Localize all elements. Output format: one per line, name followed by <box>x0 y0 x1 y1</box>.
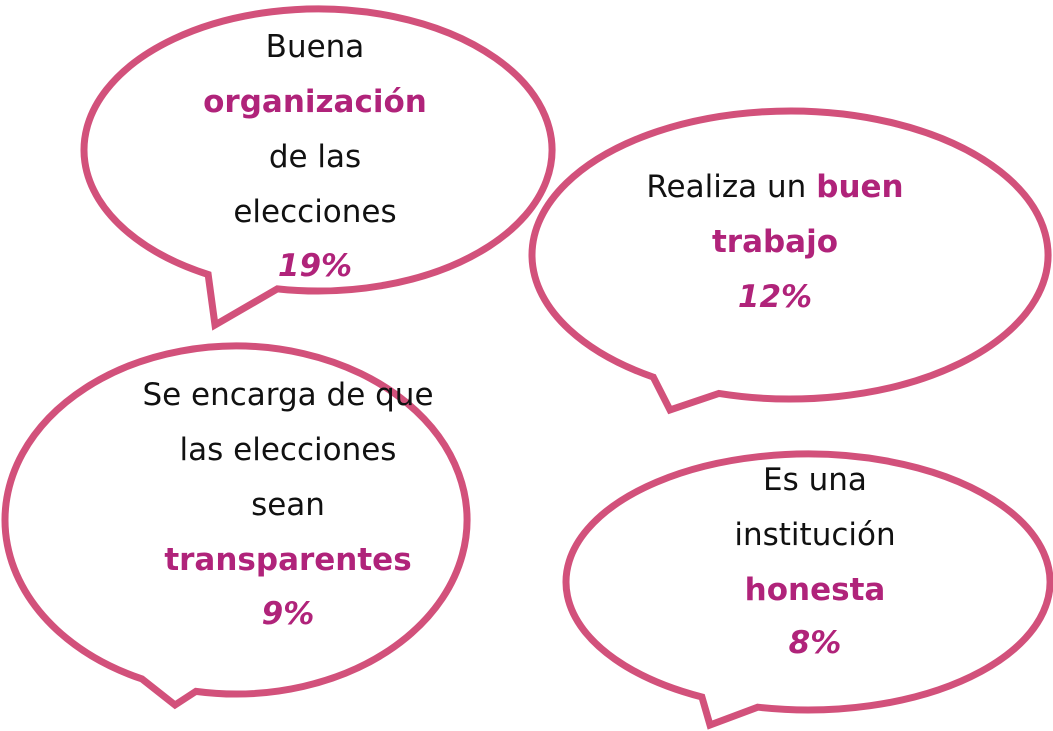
text-line: Se encarga de que <box>142 377 433 413</box>
text-line: Buena <box>266 29 365 65</box>
text-part: buen <box>816 169 903 205</box>
text-line: las elecciones <box>180 432 397 468</box>
percent: 8% <box>789 625 842 661</box>
text-line: de las <box>269 139 361 175</box>
percent: 19% <box>278 248 352 284</box>
text-line: Es una <box>763 462 867 498</box>
speech-bubble <box>528 107 1052 415</box>
percent: 12% <box>738 279 812 315</box>
percent: 9% <box>262 596 315 632</box>
text-line: trabajo <box>712 224 838 260</box>
text-line: honesta <box>745 572 886 608</box>
text-line: Realiza un buen <box>646 169 903 205</box>
speech-bubble <box>80 5 556 331</box>
speech-bubble <box>562 450 1053 730</box>
text-line: institución <box>734 517 895 553</box>
text-line: organización <box>203 84 427 120</box>
text-part: Realiza un <box>646 169 806 205</box>
text-line: transparentes <box>164 542 411 578</box>
bubble-text: Buena organización de las elecciones 19%… <box>142 29 903 661</box>
text-line: sean <box>251 487 325 523</box>
text-line: elecciones <box>233 194 396 230</box>
speech-bubble <box>1 342 471 710</box>
